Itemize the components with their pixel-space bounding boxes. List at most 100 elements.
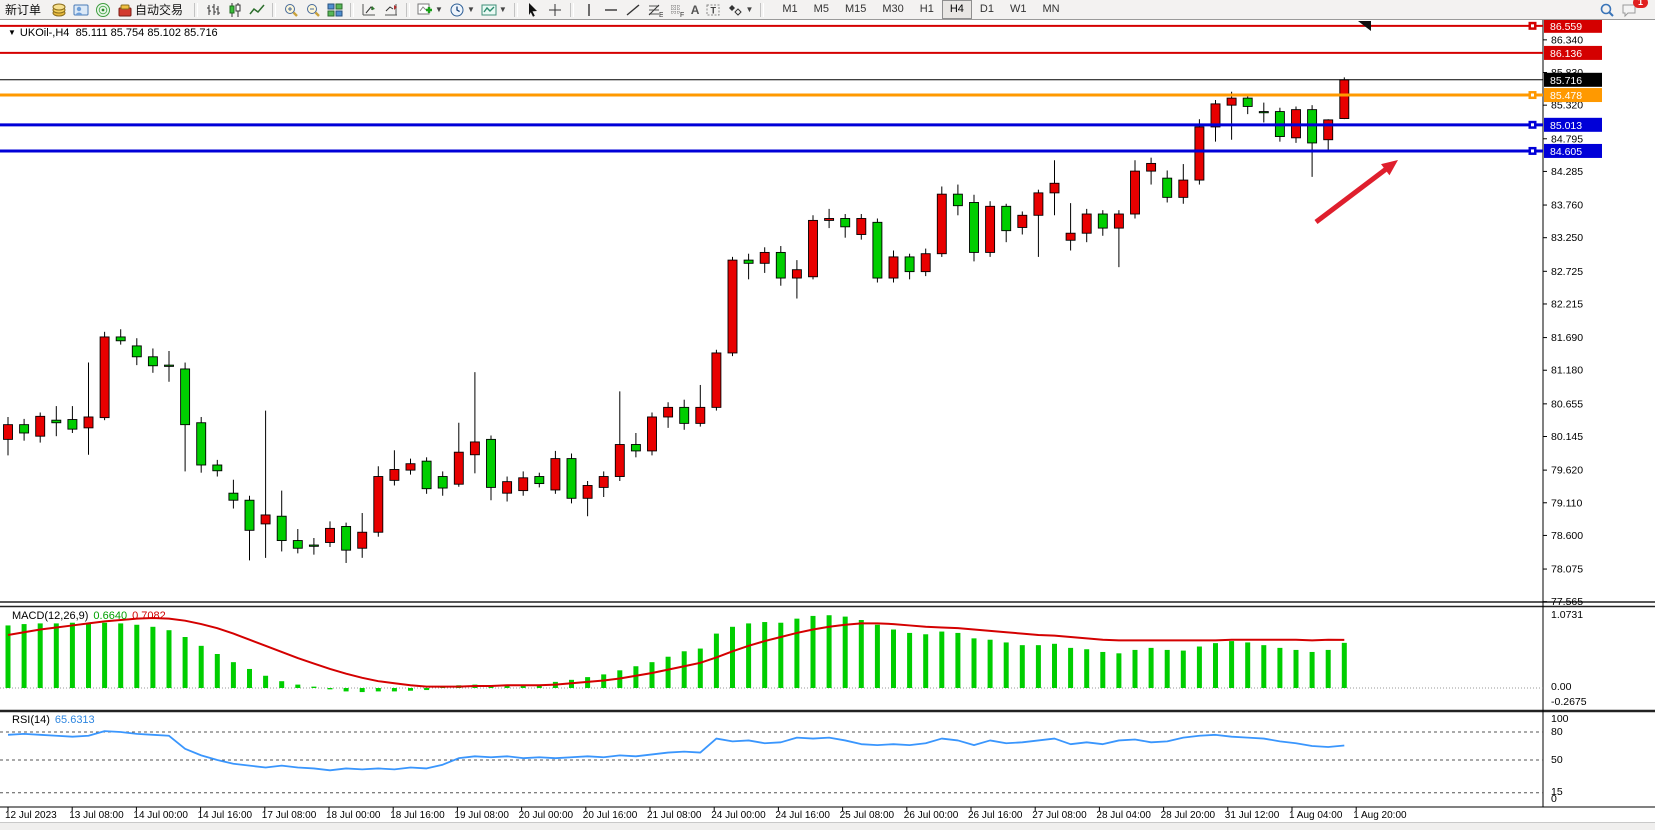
bar-chart-mode-icon[interactable] (202, 1, 224, 19)
candle (1258, 111, 1269, 114)
svg-text:28 Jul 04:00: 28 Jul 04:00 (1096, 810, 1151, 821)
svg-text:0: 0 (1551, 793, 1557, 805)
bottom-scroll-strip[interactable] (0, 822, 1655, 830)
candle (19, 424, 30, 434)
text-label-tool-icon[interactable]: T (702, 1, 724, 19)
trendline-tool-icon[interactable] (622, 1, 644, 19)
timeframe-clock-icon[interactable]: ▼ (446, 1, 478, 19)
candle (276, 515, 287, 542)
svg-text:84.795: 84.795 (1551, 133, 1583, 145)
timeframe-m5-button[interactable]: M5 (813, 3, 829, 15)
annotation-arrow[interactable] (1314, 162, 1394, 224)
candle (695, 406, 706, 424)
svg-text:-0.2675: -0.2675 (1551, 696, 1587, 708)
terminal-icon[interactable] (70, 1, 92, 19)
zoom-out-icon[interactable] (302, 1, 324, 19)
candlestick-mode-icon[interactable] (224, 1, 246, 19)
candle (888, 256, 899, 279)
zoom-in-icon[interactable] (280, 1, 302, 19)
tile-windows-icon[interactable] (324, 1, 346, 19)
candle (83, 416, 94, 429)
svg-text:78.600: 78.600 (1551, 530, 1583, 542)
price-badge (1544, 88, 1602, 103)
toolbar-separator (760, 2, 765, 17)
notification-badge: 1 (1633, 0, 1648, 8)
timeframe-mn-button[interactable]: MN (1042, 3, 1060, 15)
auto-trading-button[interactable]: 自动交易 (114, 1, 190, 19)
svg-text:82.215: 82.215 (1551, 298, 1583, 310)
crosshair-icon[interactable] (544, 1, 566, 19)
horizontal-line-tool-icon[interactable] (600, 1, 622, 19)
svg-text:79.110: 79.110 (1551, 497, 1582, 509)
auto-trading-label: 自动交易 (135, 3, 184, 17)
svg-text:14 Jul 00:00: 14 Jul 00:00 (133, 810, 188, 821)
candle (469, 441, 480, 456)
notifications-button[interactable]: 1 (1618, 0, 1648, 19)
timeframe-m1-button[interactable]: M1 (782, 3, 798, 15)
date-axis[interactable]: 12 Jul 2023 13 Jul 08:00 14 Jul 00:00 14 Ju… (5, 807, 1407, 821)
svg-text:18 Jul 00:00: 18 Jul 00:00 (326, 810, 381, 821)
timeframe-d1-button[interactable]: D1 (979, 3, 994, 15)
candle (389, 469, 400, 481)
candle (325, 527, 335, 543)
candle (1210, 103, 1221, 128)
strategy-tester-icon[interactable] (92, 1, 114, 19)
candle (952, 193, 963, 207)
search-icon[interactable] (1596, 1, 1618, 19)
fibonacci-tool-icon[interactable]: E (644, 1, 666, 19)
candle (711, 352, 722, 408)
market-depth-icon[interactable] (48, 1, 70, 19)
add-indicator-icon[interactable]: ▼ (414, 1, 446, 19)
chart-template-icon[interactable]: ▼ (478, 1, 510, 19)
annotation-arrow-head[interactable] (1381, 160, 1398, 176)
candle (743, 259, 754, 264)
candle (1194, 126, 1205, 181)
timeframe-h1-button[interactable]: H1 (919, 3, 934, 15)
fibonacci-grid-tool-icon[interactable]: F (666, 1, 688, 19)
candle (663, 406, 674, 418)
line-chart-mode-icon[interactable] (246, 1, 268, 19)
dropdown-arrow-icon: ▼ (498, 5, 507, 14)
price-badge (1544, 18, 1602, 33)
svg-text:85.013: 85.013 (1550, 120, 1582, 132)
candle (614, 444, 625, 477)
svg-text:100: 100 (1551, 713, 1569, 725)
text-tool-icon[interactable]: A (690, 2, 700, 17)
vertical-line-tool-icon[interactable] (578, 1, 600, 19)
candle (164, 364, 174, 367)
candle (453, 451, 464, 485)
candle (1065, 232, 1076, 241)
shapes-tool-icon[interactable]: ▼ (724, 1, 756, 19)
horizontal-line-objects[interactable]: 86.559 86.136 85.716 85.478 85.013 84.605 (0, 18, 1602, 158)
candle (582, 485, 593, 499)
new-order-button[interactable]: 新订单 (0, 1, 48, 19)
candle (598, 476, 609, 488)
candle (1081, 213, 1092, 234)
svg-text:12 Jul 2023: 12 Jul 2023 (5, 810, 57, 821)
candle (51, 419, 62, 424)
svg-text:86.340: 86.340 (1551, 34, 1583, 46)
svg-text:80.145: 80.145 (1551, 431, 1583, 443)
timeframe-h4-button[interactable]: H4 (941, 0, 972, 19)
candle (1242, 97, 1253, 107)
toolbar-separator (350, 2, 355, 17)
svg-text:13 Jul 08:00: 13 Jul 08:00 (69, 810, 124, 821)
toolbar-separator (194, 2, 199, 17)
chart-shift-icon[interactable] (380, 1, 402, 19)
cursor-icon[interactable] (522, 1, 544, 19)
collapse-triangle-icon[interactable]: ▼ (8, 28, 16, 37)
svg-text:1.0731: 1.0731 (1551, 609, 1583, 621)
timeframe-m30-button[interactable]: M30 (882, 3, 904, 15)
auto-scroll-icon[interactable] (358, 1, 380, 19)
svg-text:F: F (680, 12, 684, 18)
candle (1130, 170, 1140, 215)
candle (421, 460, 432, 490)
svg-text:27 Jul 08:00: 27 Jul 08:00 (1032, 810, 1087, 821)
candle (212, 464, 223, 472)
chart-shift-marker[interactable] (1358, 21, 1371, 31)
timeframe-w1-button[interactable]: W1 (1009, 3, 1027, 15)
timeframe-m15-button[interactable]: M15 (844, 3, 867, 15)
dropdown-arrow-icon: ▼ (435, 5, 443, 14)
svg-text:1 Aug 20:00: 1 Aug 20:00 (1353, 810, 1407, 821)
